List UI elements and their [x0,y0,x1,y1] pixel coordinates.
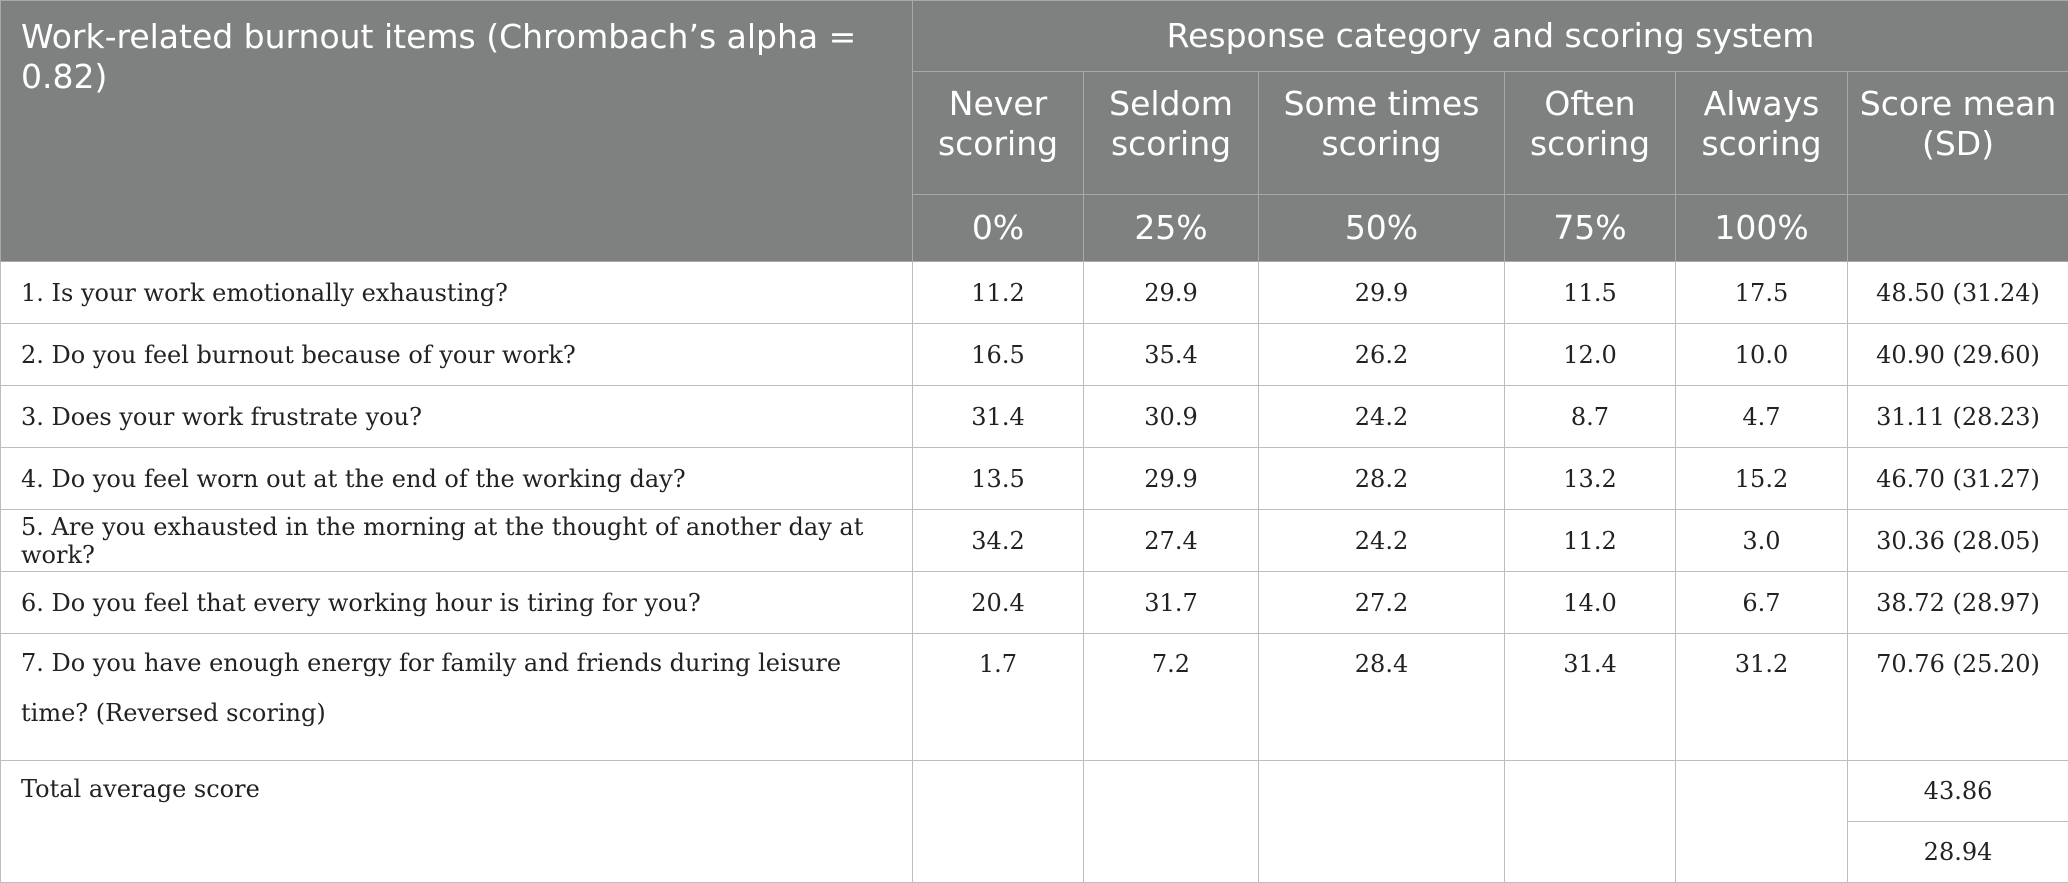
item-text: 4. Do you feel worn out at the end of th… [1,448,913,510]
cell-seldom: 30.9 [1084,386,1259,448]
total-empty-cell [1084,761,1259,883]
cell-often: 14.0 [1505,572,1676,634]
cell-seldom: 29.9 [1084,448,1259,510]
column-header-never: Never scoring [913,72,1084,195]
cell-seldom: 7.2 [1084,634,1259,761]
total-empty-cell [913,761,1084,883]
cell-often: 8.7 [1505,386,1676,448]
cell-seldom: 35.4 [1084,324,1259,386]
item-text: 3. Does your work frustrate you? [1,386,913,448]
table-row: 2. Do you feel burnout because of your w… [1,324,2068,386]
table-title: Work-related burnout items (Chrombach’s … [1,1,913,262]
cell-always: 17.5 [1676,262,1848,324]
total-empty-cell [1505,761,1676,883]
cell-score: 30.36 (28.05) [1848,510,2068,572]
cell-sometimes: 26.2 [1259,324,1505,386]
item-text: 5. Are you exhausted in the morning at t… [1,510,913,572]
cell-never: 31.4 [913,386,1084,448]
cell-sometimes: 28.2 [1259,448,1505,510]
total-row: Total average score 43.86 [1,761,2068,822]
table-row: 6. Do you feel that every working hour i… [1,572,2068,634]
cell-seldom: 31.7 [1084,572,1259,634]
cell-always: 3.0 [1676,510,1848,572]
cell-score: 38.72 (28.97) [1848,572,2068,634]
column-header-always: Always scoring [1676,72,1848,195]
cell-score: 48.50 (31.24) [1848,262,2068,324]
cell-always: 15.2 [1676,448,1848,510]
cell-always: 6.7 [1676,572,1848,634]
cell-never: 16.5 [913,324,1084,386]
cell-sometimes: 29.9 [1259,262,1505,324]
cell-often: 13.2 [1505,448,1676,510]
column-header-sometimes: Some times scoring [1259,72,1505,195]
cell-always: 10.0 [1676,324,1848,386]
table-row: 5. Are you exhausted in the morning at t… [1,510,2068,572]
total-sd: 28.94 [1848,822,2068,883]
column-pct-score-empty [1848,195,2068,262]
total-label: Total average score [1,761,913,883]
cell-seldom: 29.9 [1084,262,1259,324]
cell-never: 34.2 [913,510,1084,572]
cell-never: 1.7 [913,634,1084,761]
column-pct-sometimes: 50% [1259,195,1505,262]
table-row: 7. Do you have enough energy for family … [1,634,2068,761]
table-row: 3. Does your work frustrate you? 31.4 30… [1,386,2068,448]
response-category-header: Response category and scoring system [913,1,2068,72]
total-empty-cell [1676,761,1848,883]
cell-often: 31.4 [1505,634,1676,761]
cell-sometimes: 24.2 [1259,510,1505,572]
column-pct-never: 0% [913,195,1084,262]
item-text: 6. Do you feel that every working hour i… [1,572,913,634]
total-empty-cell [1259,761,1505,883]
table-row: 1. Is your work emotionally exhausting? … [1,262,2068,324]
cell-seldom: 27.4 [1084,510,1259,572]
cell-score: 46.70 (31.27) [1848,448,2068,510]
item-text: 2. Do you feel burnout because of your w… [1,324,913,386]
cell-score: 70.76 (25.20) [1848,634,2068,761]
cell-often: 12.0 [1505,324,1676,386]
cell-score: 40.90 (29.60) [1848,324,2068,386]
item-text: 7. Do you have enough energy for family … [1,634,913,761]
column-header-score: Score mean (SD) [1848,72,2068,195]
cell-sometimes: 27.2 [1259,572,1505,634]
cell-never: 11.2 [913,262,1084,324]
cell-score: 31.11 (28.23) [1848,386,2068,448]
item-text: 1. Is your work emotionally exhausting? [1,262,913,324]
column-header-often: Often scoring [1505,72,1676,195]
column-pct-always: 100% [1676,195,1848,262]
cell-always: 4.7 [1676,386,1848,448]
cell-never: 20.4 [913,572,1084,634]
cell-sometimes: 24.2 [1259,386,1505,448]
column-pct-often: 75% [1505,195,1676,262]
table-row: 4. Do you feel worn out at the end of th… [1,448,2068,510]
cell-never: 13.5 [913,448,1084,510]
cell-often: 11.2 [1505,510,1676,572]
cell-always: 31.2 [1676,634,1848,761]
total-mean: 43.86 [1848,761,2068,822]
column-header-seldom: Seldom scoring [1084,72,1259,195]
cell-sometimes: 28.4 [1259,634,1505,761]
column-pct-seldom: 25% [1084,195,1259,262]
cell-often: 11.5 [1505,262,1676,324]
